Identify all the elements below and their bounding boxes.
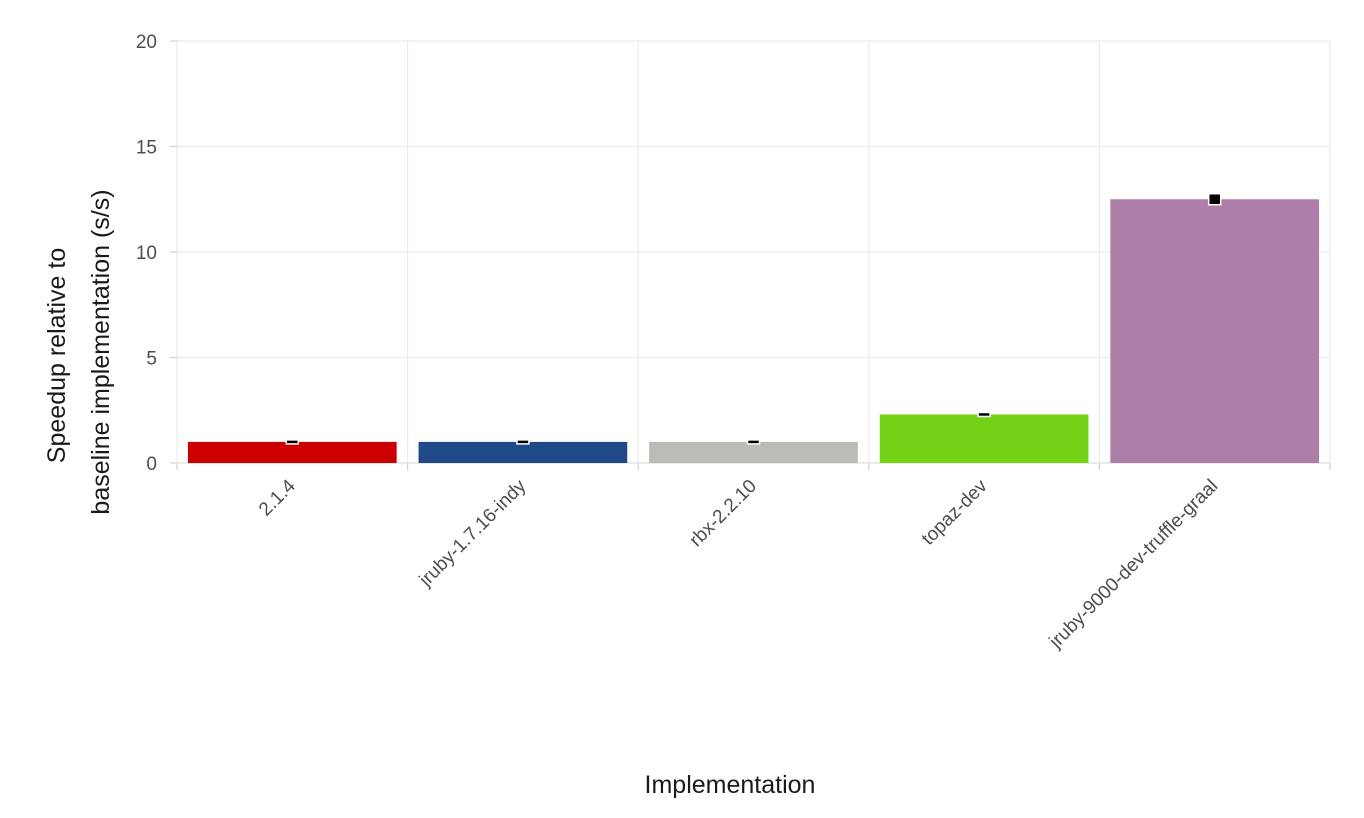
x-tick-label: rbx-2.2.10 — [686, 476, 761, 551]
y-axis-title-line-1: Speedup relative to — [43, 248, 71, 463]
y-tick-label: 10 — [136, 243, 157, 264]
y-tick-label: 15 — [136, 138, 157, 159]
x-tick-labels: 2.1.4 jruby-1.7.16-indy rbx-2.2.10 topaz-de… — [255, 475, 1222, 653]
x-axis-ticks — [176, 462, 1331, 470]
x-axis-title: Implementation — [645, 771, 816, 799]
error-marker-jruby-1.7.16-indy — [516, 439, 530, 445]
y-tick-label: 20 — [136, 32, 157, 53]
x-tick-label: jruby-9000-dev-truffle-graal — [1045, 476, 1222, 653]
bar-jruby-1.7.16-indy — [418, 441, 628, 463]
y-tick-labels: 0 5 10 15 20 — [136, 32, 157, 475]
x-tick-label: topaz-dev — [918, 475, 992, 549]
y-tick-label: 5 — [146, 349, 157, 370]
y-tick-label: 0 — [146, 454, 157, 475]
error-markers — [285, 193, 1222, 445]
error-marker-topaz-dev — [977, 411, 991, 418]
x-tick-label: 2.1.4 — [255, 475, 300, 520]
error-marker-jruby-9000-dev-truffle-graal — [1207, 193, 1222, 206]
bar-rbx-2.2.10 — [649, 441, 858, 463]
y-axis-title-line-2: baseline implementation (s/s) — [87, 189, 115, 514]
bar-topaz-dev — [879, 414, 1089, 463]
bar-jruby-9000-dev-truffle-graal — [1110, 199, 1320, 463]
y-axis-title: Speedup relative to baseline implementat… — [43, 189, 115, 514]
error-marker-rbx-2.2.10 — [746, 439, 761, 445]
bar-2.1.4 — [187, 441, 397, 463]
x-tick-label: jruby-1.7.16-indy — [415, 475, 531, 591]
y-axis-ticks — [170, 40, 177, 464]
error-marker-2.1.4 — [285, 439, 300, 445]
bars — [187, 199, 1320, 463]
